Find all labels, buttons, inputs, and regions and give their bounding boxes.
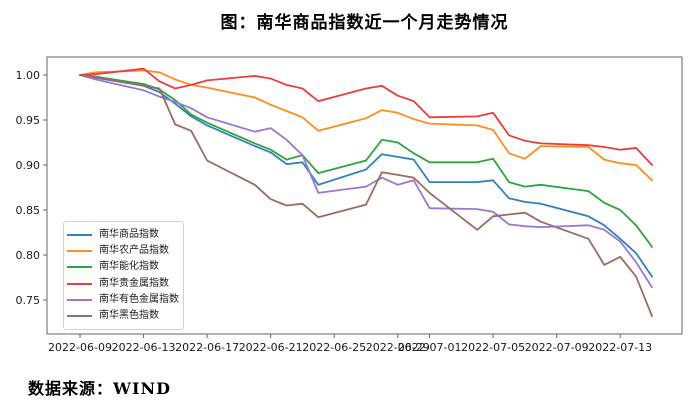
x-tick-label: 2022-06-29 [366,341,430,354]
series-line-3 [79,67,653,166]
y-tick-label: 0.80 [16,249,41,262]
legend-item: 南华黑色指数 [67,309,183,324]
source-note: 数据来源：WIND [28,379,171,398]
series-line-5 [79,74,653,318]
y-tick-label: 1.00 [16,69,41,82]
x-tick-label: 2022-07-01 [398,341,462,354]
legend-line-swatch-icon [67,315,92,318]
legend-item: 南华有色金属指数 [67,292,183,307]
legend-label: 南华商品指数 [99,228,159,240]
chart-title: 图：南华商品指数近一个月走势情况 [220,13,509,33]
y-tick-label: 0.95 [16,114,41,127]
legend-item: 南华能化指数 [67,260,183,275]
x-tick-label: 2022-06-13 [112,341,176,354]
legend-line-swatch-icon [67,266,92,269]
legend-label: 南华有色金属指数 [99,293,179,305]
legend-line-swatch-icon [67,282,92,285]
legend-label: 南华能化指数 [99,261,159,273]
series-line-1 [79,69,653,182]
legend-item: 南华商品指数 [67,227,183,242]
x-tick-label: 2022-06-17 [175,341,239,354]
series-line-0 [79,74,653,278]
legend-item: 南华农产品指数 [67,244,183,259]
legend-line-swatch-icon [67,233,92,236]
y-tick-label: 0.85 [16,204,41,217]
x-tick-label: 2022-07-09 [525,341,589,354]
plot-border [46,56,683,335]
x-tick-label: 2022-06-09 [48,341,112,354]
legend: 南华商品指数 南华农产品指数 南华能化指数 南华贵金属指数 南华有色金属指数 南华黑色指数 [63,221,184,330]
legend-label: 南华农产品指数 [99,245,169,257]
x-tick-label: 2022-07-13 [588,341,652,354]
x-tick-label: 2022-06-21 [239,341,303,354]
legend-line-swatch-icon [67,250,92,253]
legend-label: 南华贵金属指数 [99,277,169,289]
legend-label: 南华黑色指数 [99,310,159,322]
y-tick-label: 0.75 [16,294,41,307]
x-tick-label: 2022-07-05 [461,341,525,354]
legend-item: 南华贵金属指数 [67,276,183,291]
y-tick-label: 0.90 [16,159,41,172]
x-tick-label: 2022-06-25 [302,341,366,354]
legend-line-swatch-icon [67,298,92,301]
series-line-4 [79,74,653,289]
